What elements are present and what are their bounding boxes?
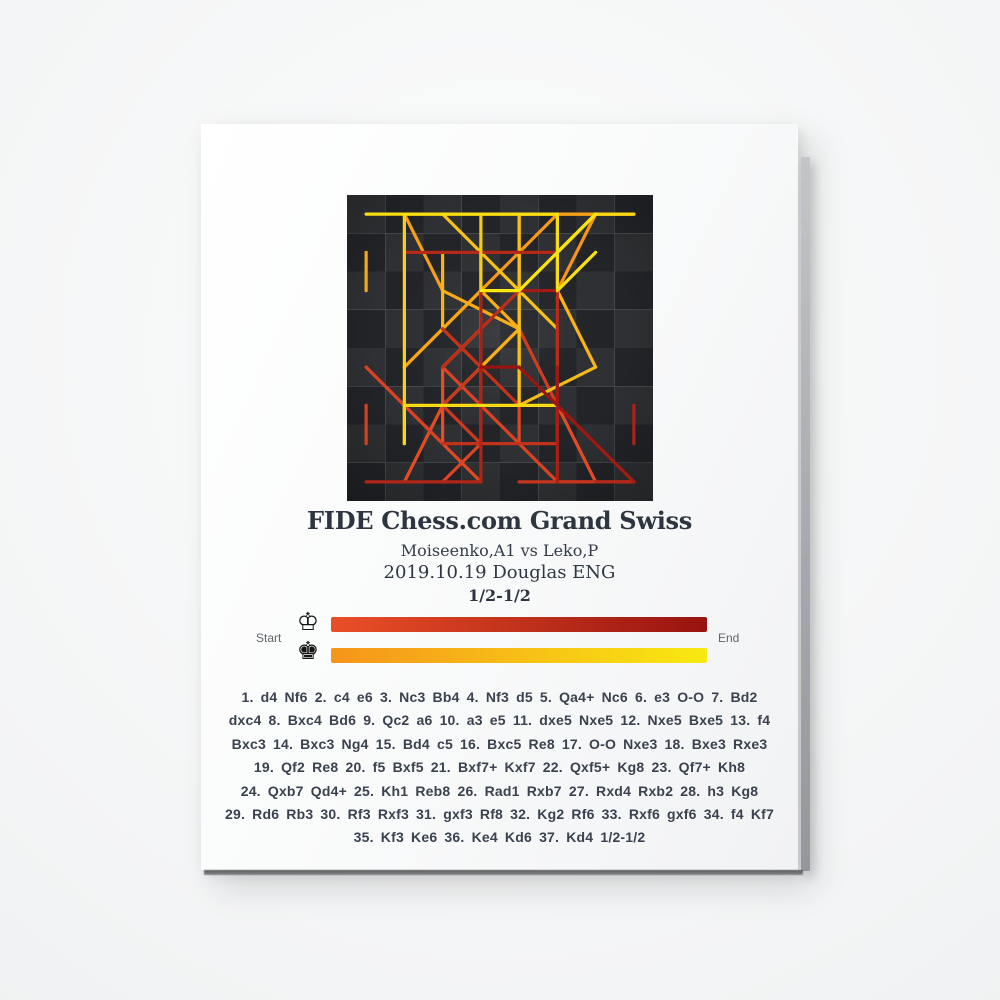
legend-start-label: Start xyxy=(256,631,282,645)
black-king-icon: ♚ xyxy=(296,636,320,665)
move-list-line: 35. Kf3 Ke6 36. Ke4 Kd6 37. Kd4 1/2-1/2 xyxy=(353,829,646,846)
move-list-line: 1. d4 Nf6 2. c4 e6 3. Nc3 Bb4 4. Nf3 d5 … xyxy=(241,689,758,705)
move-list-line: dxc4 8. Bxc4 Bd6 9. Qc2 a6 10. a3 e5 11.… xyxy=(228,712,771,729)
legend-end-label: End xyxy=(718,631,740,645)
move-list: 1. d4 Nf6 2. c4 e6 3. Nc3 Bb4 4. Nf3 d5 … xyxy=(201,686,798,850)
move-list-line: Bxc3 14. Bxc3 Ng4 15. Bd4 c5 16. Bxc5 Re… xyxy=(231,735,768,752)
white-king-icon: ♔ xyxy=(296,607,320,636)
black-moves-gradient-bar xyxy=(331,648,707,663)
move-list-line: 19. Qf2 Re8 20. f5 Bxf5 21. Bxf7+ Kxf7 2… xyxy=(253,759,746,776)
white-moves-gradient-bar xyxy=(331,617,707,632)
move-list-line: 24. Qxb7 Qd4+ 25. Kh1 Reb8 26. Rad1 Rxb7… xyxy=(240,782,759,799)
king-icons: ♔ ♚ xyxy=(293,607,323,665)
event-date-location: 2019.10.19 Douglas ENG xyxy=(383,562,616,583)
chess-board-svg xyxy=(347,195,653,501)
move-list-line: 29. Rd6 Rb3 30. Rf3 Rxf3 31. gxf3 Rf8 32… xyxy=(225,806,774,823)
metal-print-poster: FIDE Chess.com Grand Swiss Moiseenko,A1 … xyxy=(201,124,810,871)
players-line: Moiseenko,A1 vs Leko,P xyxy=(400,541,599,560)
poster-title: FIDE Chess.com Grand Swiss xyxy=(307,506,692,535)
game-result: 1/2-1/2 xyxy=(468,586,531,605)
chess-moves-artwork xyxy=(347,195,653,501)
print-side-edge xyxy=(801,157,810,871)
